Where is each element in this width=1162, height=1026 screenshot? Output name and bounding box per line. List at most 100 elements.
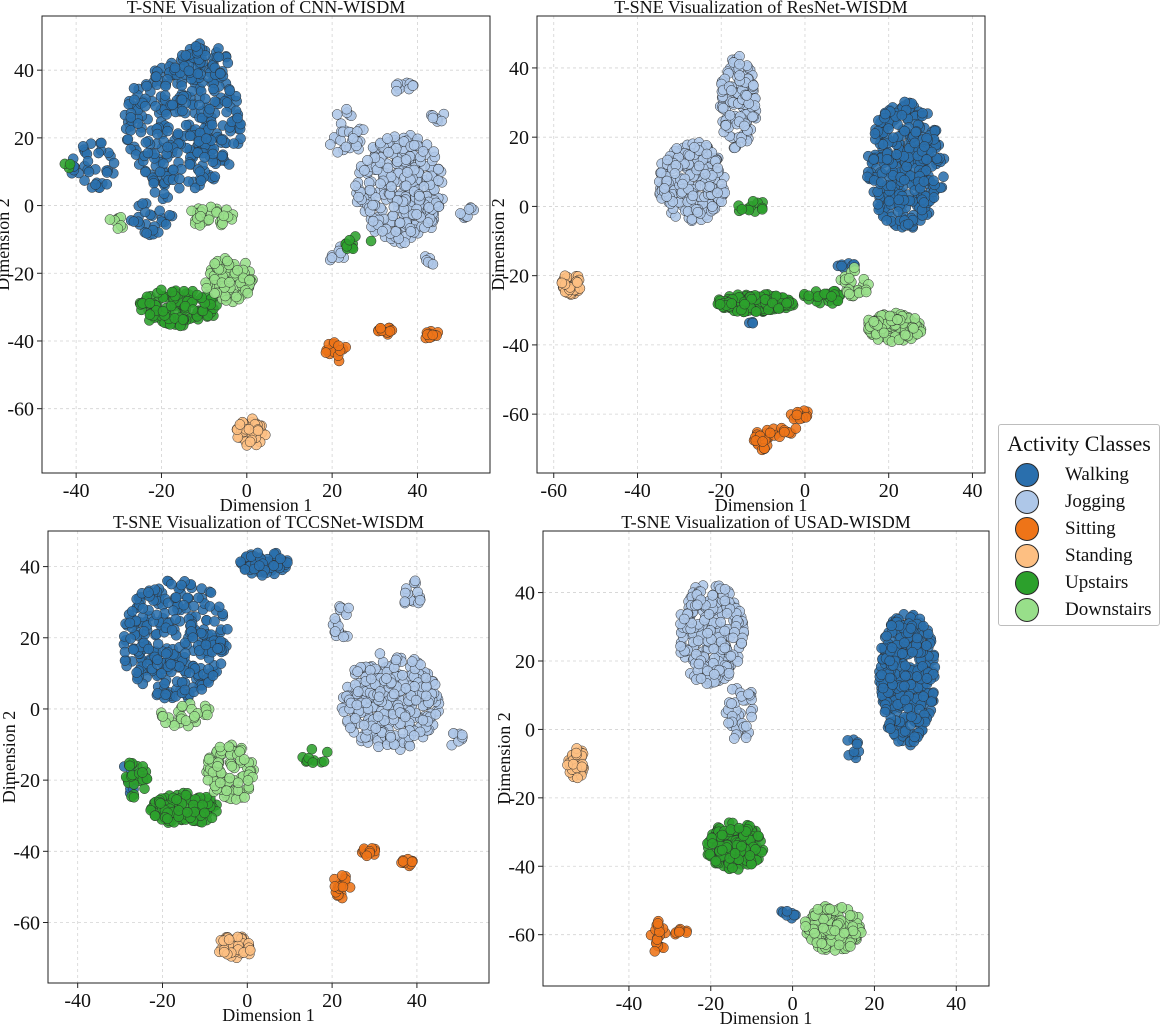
- point-walking: [194, 166, 206, 177]
- point-jogging: [693, 658, 705, 670]
- point-jogging: [390, 654, 402, 666]
- point-walking: [747, 317, 759, 329]
- point-jogging: [349, 713, 361, 724]
- legend: Activity Classes Walking Jogging Sitting…: [998, 424, 1160, 626]
- point-walking: [232, 112, 243, 124]
- point-walking: [781, 905, 793, 917]
- point-walking: [128, 83, 140, 94]
- point-walking: [900, 670, 911, 682]
- point-downstairs: [849, 262, 860, 273]
- point-walking: [921, 640, 932, 651]
- point-downstairs: [214, 777, 226, 789]
- point-walking: [901, 161, 912, 172]
- x-axis-label: Dimension 1: [715, 495, 808, 515]
- plot-frame: [47, 530, 490, 984]
- point-walking: [876, 176, 887, 188]
- point-jogging: [345, 722, 356, 734]
- point-upstairs: [318, 756, 330, 767]
- point-standing: [234, 419, 246, 430]
- point-upstairs: [199, 807, 210, 819]
- point-jogging: [679, 613, 690, 625]
- point-walking: [164, 209, 175, 221]
- point-sitting: [336, 870, 348, 881]
- point-walking: [196, 684, 208, 695]
- x-tick-label: -20: [697, 993, 724, 1015]
- point-walking: [187, 632, 199, 643]
- point-walking: [168, 164, 179, 176]
- point-upstairs: [803, 290, 815, 302]
- point-walking: [922, 628, 934, 640]
- point-jogging: [373, 691, 385, 703]
- point-walking: [215, 658, 227, 669]
- point-upstairs: [716, 829, 728, 841]
- point-walking: [151, 609, 163, 621]
- point-upstairs: [753, 830, 764, 842]
- point-sitting: [333, 340, 344, 352]
- x-tick-label: 20: [864, 993, 884, 1015]
- point-downstairs: [224, 772, 235, 784]
- y-tick-label: 20: [509, 127, 529, 149]
- point-jogging: [709, 669, 720, 680]
- point-jogging: [692, 599, 703, 611]
- point-walking: [139, 101, 151, 112]
- point-walking: [141, 80, 152, 92]
- point-jogging: [340, 141, 352, 153]
- point-walking: [176, 94, 188, 106]
- point-walking: [169, 62, 181, 74]
- point-walking: [126, 606, 138, 617]
- point-standing: [572, 772, 583, 784]
- point-upstairs: [124, 760, 135, 772]
- point-walking: [125, 112, 137, 123]
- point-walking: [137, 603, 149, 614]
- point-walking: [142, 147, 154, 159]
- point-jogging: [408, 730, 420, 741]
- y-tick-label: -60: [508, 925, 535, 947]
- cluster-sitting: [329, 843, 418, 904]
- point-jogging: [423, 202, 435, 213]
- point-jogging: [329, 626, 341, 637]
- point-jogging: [747, 111, 758, 123]
- point-walking: [213, 51, 224, 63]
- point-walking: [275, 553, 286, 564]
- cluster-walking: [744, 96, 950, 329]
- point-walking: [129, 94, 140, 106]
- point-walking: [154, 205, 165, 216]
- point-upstairs: [187, 304, 199, 315]
- point-downstairs: [836, 902, 848, 913]
- point-walking: [216, 134, 228, 146]
- point-walking: [928, 192, 940, 203]
- point-upstairs: [157, 305, 169, 317]
- point-jogging: [724, 110, 736, 121]
- point-jogging: [421, 171, 433, 182]
- x-tick-label: 40: [962, 480, 982, 502]
- point-walking: [150, 71, 162, 82]
- point-jogging: [400, 683, 412, 694]
- point-jogging: [734, 58, 745, 70]
- point-upstairs: [747, 195, 759, 207]
- point-walking: [885, 180, 897, 192]
- point-upstairs: [139, 783, 150, 794]
- point-walking: [909, 137, 920, 149]
- point-jogging: [692, 206, 704, 218]
- point-jogging: [367, 199, 378, 211]
- point-standing: [252, 425, 264, 436]
- point-jogging: [352, 666, 363, 677]
- y-tick-label: -20: [502, 266, 529, 288]
- point-walking: [910, 126, 922, 138]
- point-jogging: [381, 673, 392, 684]
- point-walking: [909, 731, 920, 743]
- point-walking: [138, 626, 150, 637]
- point-walking: [161, 109, 172, 120]
- point-jogging: [405, 226, 417, 237]
- point-jogging: [338, 631, 349, 643]
- point-walking: [176, 80, 188, 91]
- scatter-points: [118, 547, 468, 964]
- point-walking: [209, 171, 221, 182]
- point-upstairs: [173, 805, 184, 816]
- point-walking: [178, 599, 189, 611]
- point-upstairs: [727, 862, 738, 874]
- point-walking: [172, 147, 183, 158]
- point-standing: [556, 277, 568, 289]
- point-walking: [162, 125, 173, 137]
